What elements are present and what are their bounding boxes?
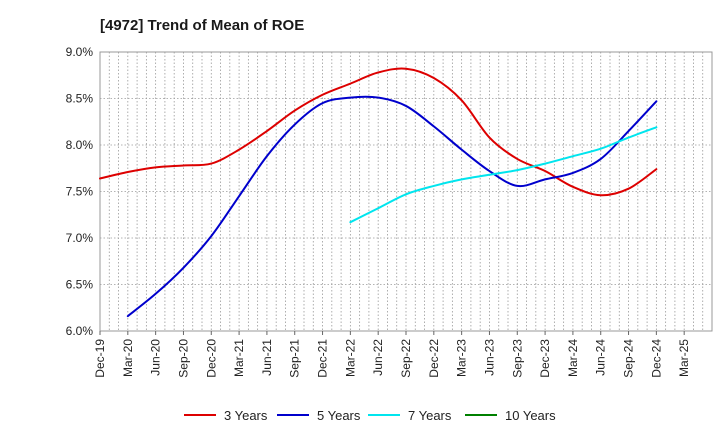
x-tick-label: Jun-20 [149, 339, 163, 376]
y-tick-label: 8.0% [66, 138, 94, 152]
x-tick-label: Jun-23 [482, 339, 496, 376]
x-tick-label: Dec-19 [93, 339, 107, 378]
x-tick-label: Mar-24 [566, 339, 580, 377]
x-tick-label: Sep-23 [510, 339, 524, 378]
y-tick-label: 8.5% [66, 92, 94, 106]
x-tick-label: Sep-21 [288, 339, 302, 378]
x-tick-label: Jun-24 [594, 339, 608, 376]
x-tick-label: Dec-21 [316, 339, 330, 378]
y-tick-label: 6.0% [66, 324, 94, 338]
x-tick-label: Dec-22 [427, 339, 441, 378]
legend-label-7-years: 7 Years [408, 408, 452, 423]
series-line-3-years [99, 67, 658, 197]
series-line-5-years [126, 95, 658, 318]
x-tick-label: Dec-24 [649, 339, 663, 378]
x-tick-label: Dec-20 [204, 339, 218, 378]
x-tick-label: Mar-25 [677, 339, 691, 377]
y-tick-label: 7.0% [66, 231, 94, 245]
y-tick-label: 7.5% [66, 185, 94, 199]
y-axis: 6.0% 6.5% 7.0% 7.5% 8.0% 8.5% 9.0% [66, 45, 94, 338]
x-tick-label: Jun-21 [260, 339, 274, 376]
x-tick-label: Jun-22 [371, 339, 385, 376]
x-tick-label: Mar-21 [232, 339, 246, 377]
x-tick-label: Sep-24 [622, 339, 636, 378]
x-tick-label: Dec-23 [538, 339, 552, 378]
x-tick-label: Mar-20 [121, 339, 135, 377]
series-lines [99, 67, 658, 318]
legend-label-5-years: 5 Years [317, 408, 361, 423]
y-tick-label: 9.0% [66, 45, 94, 59]
legend: 3 Years 5 Years 7 Years 10 Years [184, 408, 556, 423]
chart-title: [4972] Trend of Mean of ROE [100, 17, 304, 34]
x-tick-label: Mar-22 [343, 339, 357, 377]
y-tick-label: 6.5% [66, 278, 94, 292]
series-line-7-years [349, 126, 658, 224]
legend-label-10-years: 10 Years [505, 408, 556, 423]
legend-label-3-years: 3 Years [224, 408, 268, 423]
x-tick-label: Sep-20 [176, 339, 190, 378]
x-axis: Dec-19 Mar-20 Jun-20 Sep-20 Dec-20 Mar-21 Jun-… [93, 331, 691, 378]
x-tick-label: Mar-23 [455, 339, 469, 377]
x-tick-label: Sep-22 [399, 339, 413, 378]
